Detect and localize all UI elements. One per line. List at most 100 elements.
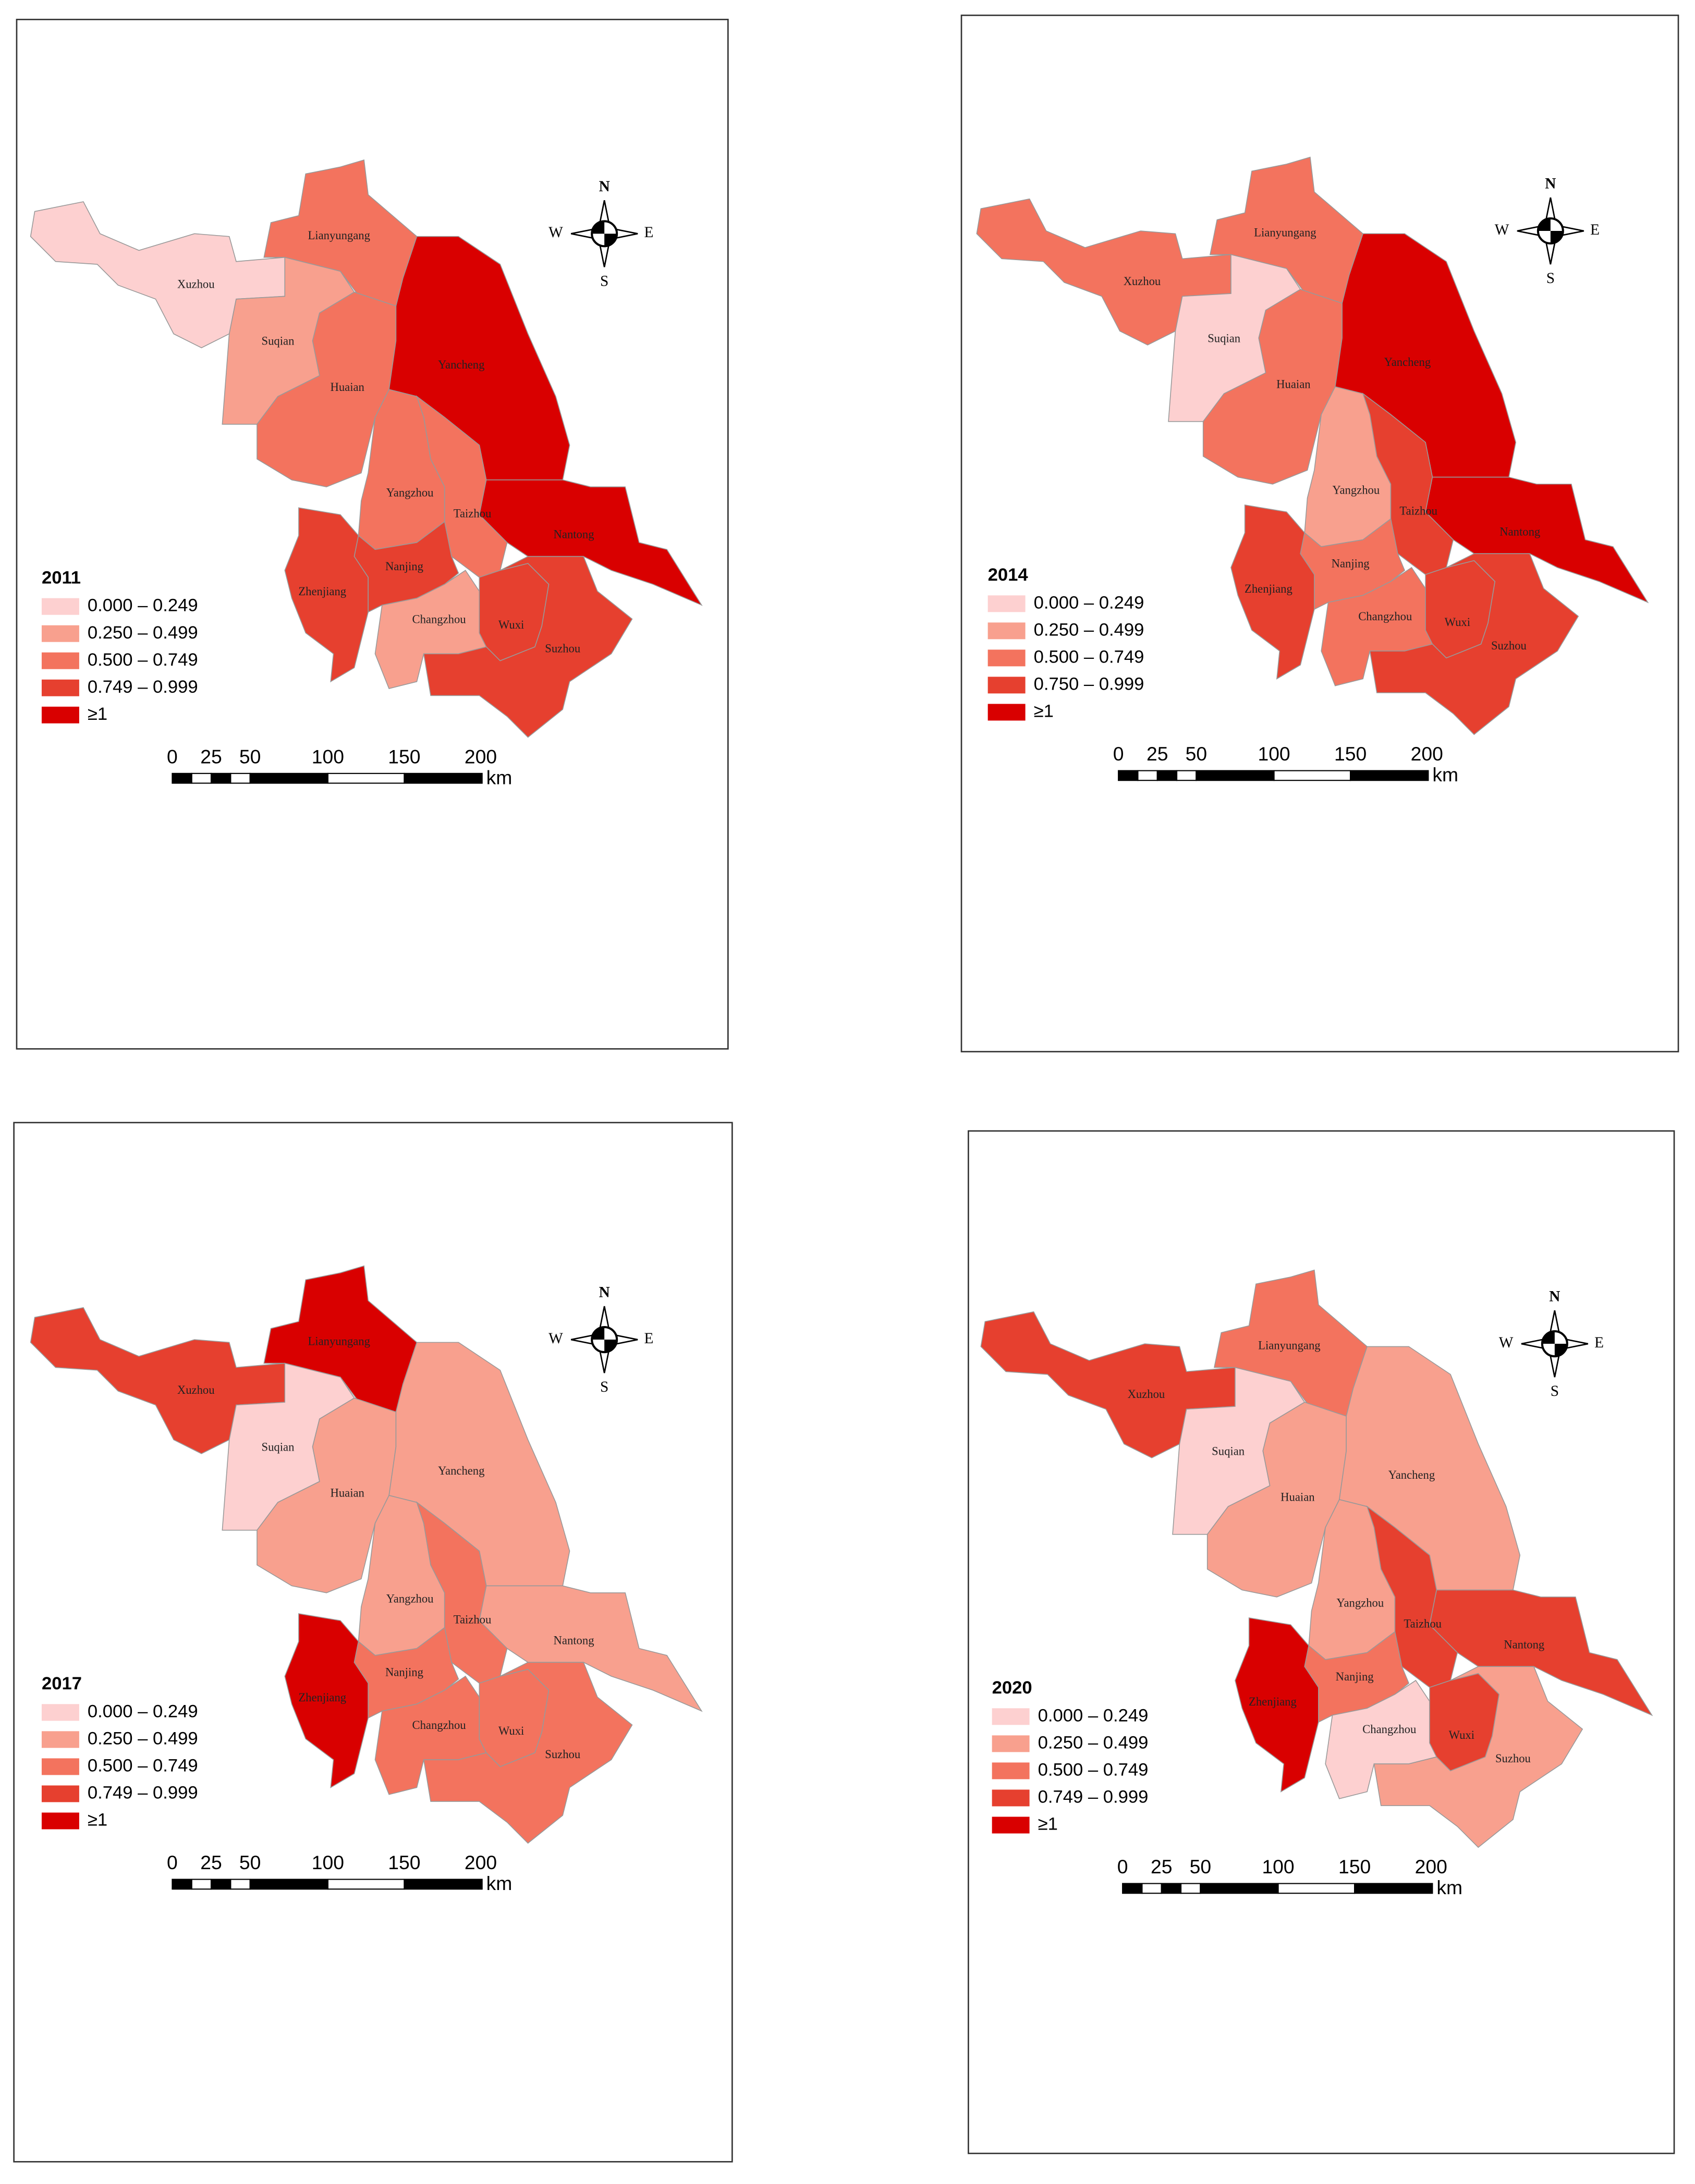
city-label: Nantong xyxy=(1499,525,1540,538)
scale-segment xyxy=(172,772,192,784)
city-label: Nantong xyxy=(1504,1638,1544,1651)
scale-segment xyxy=(191,1879,212,1890)
scale-label: 150 xyxy=(388,745,420,767)
legend-swatch xyxy=(41,1731,79,1748)
legend-swatch xyxy=(41,679,79,696)
city-label: Yancheng xyxy=(438,1464,485,1477)
scale-label: 50 xyxy=(239,1851,261,1873)
scale-label: 25 xyxy=(200,1851,222,1873)
map-panel: Xuzhou Lianyungang Suqian Huaian Yancheng Yan… xyxy=(30,159,703,788)
legend-swatch xyxy=(41,706,79,723)
compass-letter: S xyxy=(1546,270,1555,287)
compass-letter: N xyxy=(1549,1289,1560,1305)
legend-label: 0.000 – 0.249 xyxy=(1034,593,1144,612)
city-label: Taizhou xyxy=(1404,1617,1442,1630)
legend-swatch xyxy=(41,598,79,615)
city-label: Wuxi xyxy=(498,1724,524,1737)
city-label: Suqian xyxy=(1212,1444,1245,1457)
legend-swatch xyxy=(992,1735,1030,1752)
compass-letter: E xyxy=(1590,222,1600,238)
legend-title: 2011 xyxy=(42,568,81,587)
scale-segment xyxy=(404,1879,483,1890)
scale-label: 100 xyxy=(1258,743,1290,765)
scale-label: 25 xyxy=(200,745,222,767)
compass-fill xyxy=(592,1327,617,1353)
scale-label: 50 xyxy=(239,745,261,767)
city-label: Suqian xyxy=(262,335,295,348)
scale-segment xyxy=(1273,770,1351,781)
scale-segment xyxy=(1350,770,1429,781)
compass-letter: E xyxy=(1594,1334,1604,1351)
legend-swatch xyxy=(41,1785,79,1802)
city-label: Suzhou xyxy=(545,1748,580,1761)
city-label: Nanjing xyxy=(385,560,423,573)
legend-label: ≥1 xyxy=(1038,1814,1058,1834)
scale-label: 200 xyxy=(465,1851,497,1873)
scale-label: 200 xyxy=(1415,1856,1447,1878)
legend-label: 0.000 – 0.249 xyxy=(88,596,198,616)
city-region xyxy=(479,1585,703,1712)
city-label: Taizhou xyxy=(454,1613,492,1626)
scale-label: 100 xyxy=(312,745,344,767)
city-label: Wuxi xyxy=(1445,616,1470,629)
map-panel: Xuzhou Lianyungang Suqian Huaian Yancheng Yan… xyxy=(30,1265,703,1894)
city-label: Suzhou xyxy=(1491,639,1527,652)
scale-segment xyxy=(1277,1883,1356,1894)
city-region xyxy=(423,1662,633,1844)
scale-label: 150 xyxy=(1334,743,1367,765)
scale-segment xyxy=(230,772,251,784)
legend-swatch xyxy=(41,1704,79,1721)
city-label: Yangzhou xyxy=(386,1592,434,1605)
scale-label: 50 xyxy=(1190,1856,1211,1878)
city-region xyxy=(479,479,703,606)
scale-segment xyxy=(1141,1883,1162,1894)
city-label: Huaian xyxy=(1281,1490,1314,1503)
legend-swatch xyxy=(987,677,1026,694)
compass-fill xyxy=(592,221,617,247)
compass-letter: S xyxy=(1551,1383,1559,1400)
legend-swatch xyxy=(41,652,79,669)
legend-label: ≥1 xyxy=(1034,702,1054,721)
legend-swatch xyxy=(987,595,1026,612)
legend-title: 2017 xyxy=(42,1674,82,1694)
scale-unit: km xyxy=(1436,1876,1462,1898)
scale-label: 100 xyxy=(1262,1856,1294,1878)
scale-label: 0 xyxy=(1113,743,1124,765)
scale-segment xyxy=(210,1879,231,1890)
city-label: Yancheng xyxy=(438,358,485,371)
city-label: Yangzhou xyxy=(386,486,434,499)
legend-label: ≥1 xyxy=(88,704,107,724)
legend-label: 0.500 – 0.749 xyxy=(88,650,198,670)
scale-segment xyxy=(1180,1883,1201,1894)
legend-label: 0.749 – 0.999 xyxy=(1038,1787,1149,1807)
legend-swatch xyxy=(992,1789,1030,1807)
legend-label: 0.000 – 0.249 xyxy=(88,1701,198,1721)
compass-letter: N xyxy=(1545,176,1556,192)
city-label: Wuxi xyxy=(498,618,524,631)
scale-segment xyxy=(1196,770,1275,781)
scale-segment xyxy=(1200,1883,1279,1894)
city-label: Xuzhou xyxy=(177,277,215,290)
legend-label: 0.250 – 0.499 xyxy=(1038,1733,1149,1752)
compass-letter: N xyxy=(599,178,610,195)
compass-fill xyxy=(1538,218,1563,244)
scale-segment xyxy=(210,772,231,784)
city-label: Huaian xyxy=(1276,377,1310,390)
compass-letter: W xyxy=(548,224,563,241)
city-label: Lianyungang xyxy=(308,1335,370,1348)
scale-label: 25 xyxy=(1151,1856,1172,1878)
city-label: Yangzhou xyxy=(1332,483,1380,496)
scale-segment xyxy=(1137,770,1158,781)
scale-label: 150 xyxy=(1338,1856,1371,1878)
legend-label: 0.250 – 0.499 xyxy=(1034,620,1144,640)
city-label: Changzhou xyxy=(412,612,466,625)
legend-title: 2014 xyxy=(988,565,1029,585)
city-label: Huaian xyxy=(330,1486,364,1499)
scale-label: 50 xyxy=(1186,743,1208,765)
city-label: Taizhou xyxy=(1399,504,1437,517)
city-label: Zhenjiang xyxy=(298,585,346,598)
scale-unit: km xyxy=(486,1872,513,1894)
legend-swatch xyxy=(41,1812,79,1830)
